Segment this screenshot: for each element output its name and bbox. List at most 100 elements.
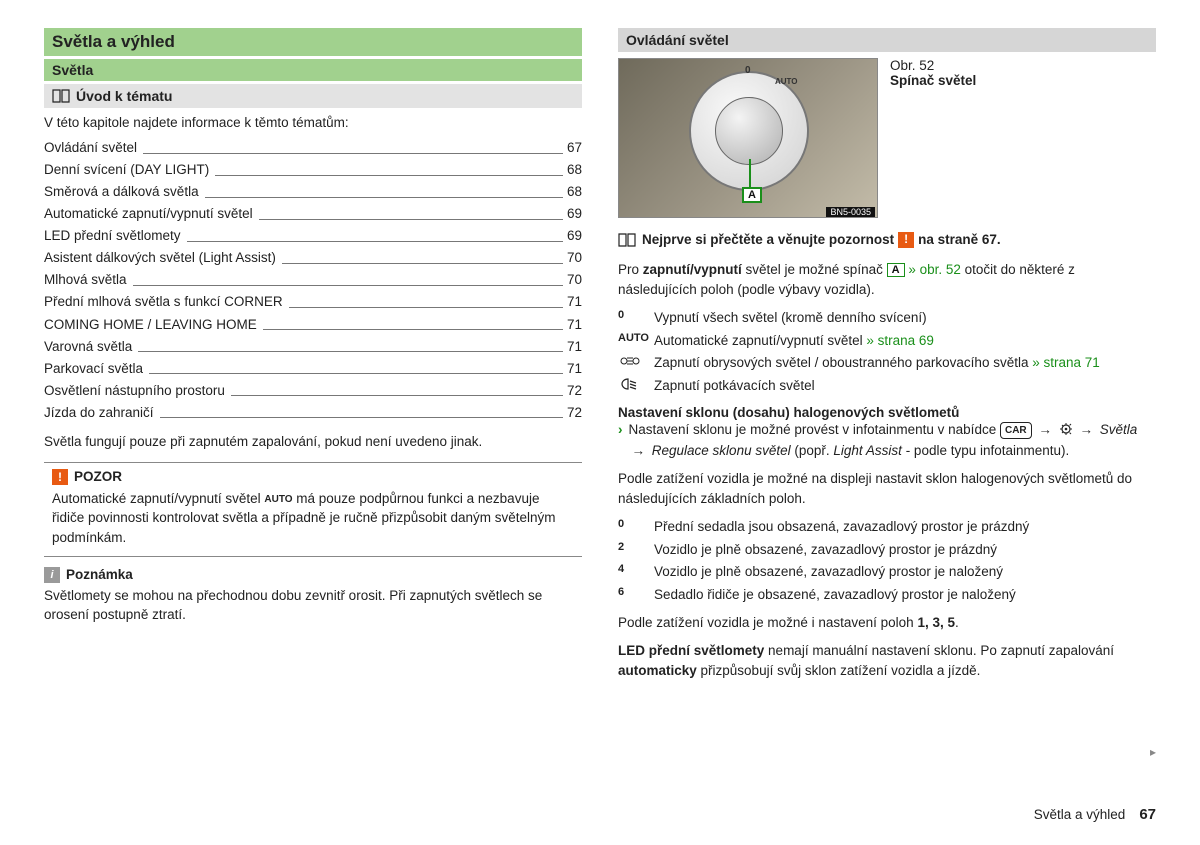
switch-row: Zapnutí obrysových světel / oboustrannéh… [618,353,1156,373]
level-num: 6 [618,585,654,598]
continue-icon: ▸ [1150,745,1156,759]
switch-text: Vypnutí všech světel (kromě denního svíc… [654,308,1156,328]
toc-row: Směrová a dálková světla68 [44,182,582,202]
toc-page: 67 [567,138,582,158]
info-icon: i [44,567,60,583]
switch-positions: 0Vypnutí všech světel (kromě denního sví… [618,308,1156,395]
switch-row: 0Vypnutí všech světel (kromě denního sví… [618,308,1156,328]
toc-label: Automatické zapnutí/vypnutí světel [44,204,253,224]
level-list: 0Přední sedadla jsou obsazená, zavazadlo… [618,517,1156,604]
switch-row: AUTOAutomatické zapnutí/vypnutí světel »… [618,331,1156,351]
warning-body: Automatické zapnutí/vypnutí světel AUTO … [52,489,574,548]
switch-text: Automatické zapnutí/vypnutí světel » str… [654,331,1156,351]
switch-text: Zapnutí obrysových světel / oboustrannéh… [654,353,1156,373]
toc-page: 68 [567,182,582,202]
para-load: Podle zatížení vozidla je možné na displ… [618,469,1156,510]
toc-row: Asistent dálkových světel (Light Assist)… [44,248,582,268]
switch-text: Zapnutí potkávacích světel [654,376,1156,396]
toc-page: 68 [567,160,582,180]
toc-row: Denní svícení (DAY LIGHT) 68 [44,160,582,180]
dial-mark-auto: AUTO [775,77,798,86]
toc-row: Mlhová světla 70 [44,270,582,290]
read-first-line: Nejprve si přečtěte a věnujte pozornost … [618,230,1156,250]
level-row: 6Sedadlo řidiče je obsazené, zavazadlový… [618,585,1156,605]
toc-label: Mlhová světla [44,270,127,290]
toc-label: LED přední světlomety [44,226,181,246]
toc-label: Parkovací světla [44,359,143,379]
car-button-icon: CAR [1000,422,1032,439]
heading-sub: Světla [44,59,582,81]
chevron-icon: › [618,420,623,440]
para-led: LED přední světlomety nemají manuální na… [618,641,1156,682]
toc-page: 69 [567,204,582,224]
toc-row: COMING HOME / LEAVING HOME 71 [44,315,582,335]
warning-icon: ! [898,232,914,248]
book-icon [52,89,70,103]
level-text: Sedadlo řidiče je obsazené, zavazadlový … [654,585,1156,605]
toc-row: Jízda do zahraničí 72 [44,403,582,423]
adjust-title: Nastavení sklonu (dosahu) halogenových s… [618,405,1156,420]
toc-row: Parkovací světla 71 [44,359,582,379]
right-heading: Ovládání světel [618,28,1156,52]
left-column: Světla a výhled Světla Úvod k tématu V t… [44,28,582,689]
switch-symbol: 0 [618,308,654,321]
note-title-row: i Poznámka [44,567,582,583]
toc-label: Asistent dálkových světel (Light Assist) [44,248,276,268]
figure-caption: Obr. 52 Spínač světel [890,58,976,218]
level-num: 2 [618,540,654,553]
a-ref: A [887,263,905,277]
level-num: 0 [618,517,654,530]
toc-page: 71 [567,359,582,379]
after-toc-text: Světla fungují pouze při zapnutém zapalo… [44,432,582,452]
note-body: Světlomety se mohou na přechodnou dobu z… [44,586,582,625]
switch-symbol [618,376,654,391]
level-text: Vozidlo je plně obsazené, zavazadlový pr… [654,562,1156,582]
level-text: Vozidlo je plně obsazené, zavazadlový pr… [654,540,1156,560]
toc-page: 71 [567,292,582,312]
para-switch: Pro zapnutí/vypnutí světel je možné spín… [618,260,1156,301]
toc-label: Přední mlhová světla s funkcí CORNER [44,292,283,312]
note-title: Poznámka [66,567,133,582]
toc-page: 69 [567,226,582,246]
gear-icon [1059,422,1073,436]
warning-box: ! POZOR Automatické zapnutí/vypnutí svět… [44,462,582,557]
para-odd-levels: Podle zatížení vozidla je možné i nastav… [618,613,1156,633]
switch-row: Zapnutí potkávacích světel [618,376,1156,396]
right-column: Ovládání světel 0 AUTO A BN5-0035 Obr. 5… [618,28,1156,689]
switch-symbol [618,353,654,368]
figure-wrap: 0 AUTO A BN5-0035 Obr. 52 Spínač světel [618,58,1156,218]
toc-row: Přední mlhová světla s funkcí CORNER 71 [44,292,582,312]
figure-a-label: A [742,187,762,203]
adjust-step: › Nastavení sklonu je možné provést v in… [618,420,1156,461]
toc-row: Osvětlení nástupního prostoru72 [44,381,582,401]
warning-title: POZOR [74,469,122,484]
topic-title: Úvod k tématu [76,88,172,104]
page-footer: Světla a výhled67 [1034,806,1156,823]
toc-row: Ovládání světel 67 [44,138,582,158]
toc-row: LED přední světlomety 69 [44,226,582,246]
level-row: 2Vozidlo je plně obsazené, zavazadlový p… [618,540,1156,560]
toc-label: COMING HOME / LEAVING HOME [44,315,257,335]
toc-row: Automatické zapnutí/vypnutí světel 69 [44,204,582,224]
figure-code: BN5-0035 [826,207,875,217]
toc-label: Denní svícení (DAY LIGHT) [44,160,209,180]
book-icon [618,233,636,247]
intro-text: V této kapitole najdete informace k těmt… [44,115,582,130]
toc-page: 72 [567,381,582,401]
heading-topic: Úvod k tématu [44,84,582,108]
toc-page: 70 [567,248,582,268]
toc-label: Ovládání světel [44,138,137,158]
level-row: 4Vozidlo je plně obsazené, zavazadlový p… [618,562,1156,582]
figure-image: 0 AUTO A BN5-0035 [618,58,878,218]
dial-mark-zero: 0 [745,65,751,76]
level-text: Přední sedadla jsou obsazená, zavazadlov… [654,517,1156,537]
table-of-contents: Ovládání světel67Denní svícení (DAY LIGH… [44,138,582,422]
toc-page: 70 [567,270,582,290]
toc-label: Jízda do zahraničí [44,403,154,423]
toc-page: 71 [567,315,582,335]
heading-main: Světla a výhled [44,28,582,56]
switch-symbol: AUTO [618,331,654,344]
toc-page: 72 [567,403,582,423]
toc-row: Varovná světla71 [44,337,582,357]
toc-label: Varovná světla [44,337,132,357]
